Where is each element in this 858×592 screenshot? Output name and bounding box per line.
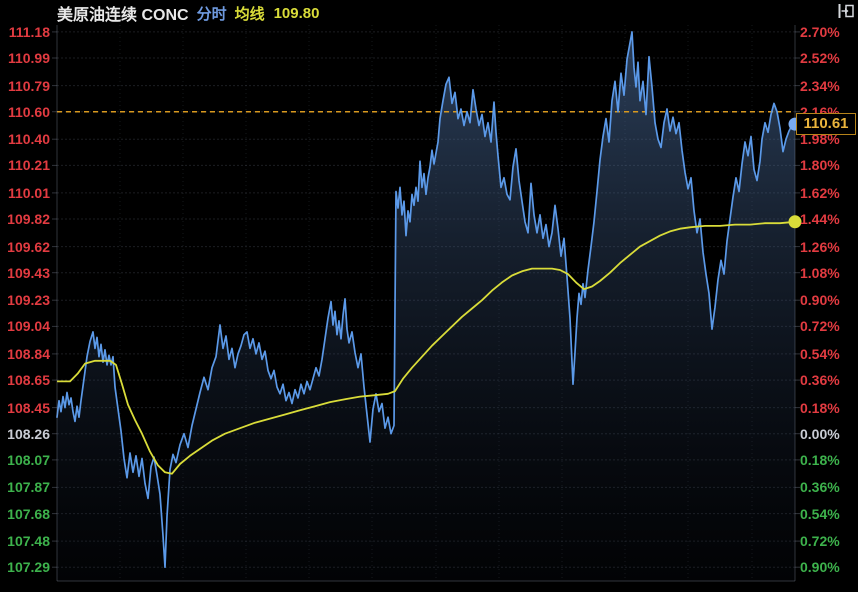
- y-axis-label-price: 110.21: [7, 157, 50, 174]
- y-axis-label-percent: 1.26%: [800, 238, 840, 255]
- y-axis-label-percent: 1.44%: [800, 211, 840, 228]
- y-axis-label-percent: 0.90%: [800, 559, 840, 576]
- y-axis-left: 111.18 110.99 110.79 110.60 110.40 110.21 110.…: [0, 0, 52, 592]
- y-axis-label-percent: 0.90%: [800, 292, 840, 309]
- y-axis-label-percent: 0.36%: [800, 479, 840, 496]
- price-line: [56, 31, 796, 569]
- plot-border: [52, 25, 800, 582]
- chart-header: 美原油连续 CONC 分时 均线 109.80: [57, 2, 320, 25]
- ma-line: [57, 220, 796, 475]
- y-axis-label-price: 108.26: [7, 425, 50, 442]
- exit-panel-icon-glyph: [838, 4, 854, 18]
- y-axis-label-price: 108.45: [7, 399, 50, 416]
- ma-end-dot: [788, 215, 802, 229]
- y-axis-label-percent: 0.54%: [800, 505, 840, 522]
- y-axis-label-price: 109.23: [7, 292, 50, 309]
- ma-label: 均线: [234, 5, 265, 23]
- price-area-fill: [57, 31, 795, 581]
- y-axis-label-price: 110.99: [7, 50, 50, 67]
- y-axis-label-price: 109.43: [7, 264, 50, 281]
- y-axis-label-percent: 1.80%: [800, 157, 840, 174]
- y-axis-label-percent: 0.72%: [800, 318, 840, 335]
- y-axis-label-price: 109.62: [7, 238, 50, 255]
- y-axis-label-percent: 2.34%: [800, 77, 840, 94]
- y-axis-label-percent: 1.98%: [800, 131, 840, 148]
- y-axis-label-percent: 0.54%: [800, 345, 840, 362]
- y-axis-label-price: 107.68: [7, 505, 50, 522]
- y-axis-label-price: 109.04: [7, 318, 50, 335]
- y-axis-label-price: 108.07: [7, 451, 50, 468]
- ma-value: 109.80: [273, 4, 320, 22]
- y-axis-label-price: 109.82: [7, 211, 50, 228]
- exit-panel-icon[interactable]: [836, 1, 856, 21]
- y-axis-label-percent: 2.52%: [800, 50, 840, 67]
- y-axis-label-price: 107.29: [7, 559, 50, 576]
- period-tab-intraday[interactable]: 分时: [196, 5, 227, 23]
- y-axis-label-price: 108.84: [7, 345, 50, 362]
- y-axis-label-price: 107.48: [7, 533, 50, 550]
- y-axis-label-price: 110.01: [7, 184, 50, 201]
- y-axis-label-price: 110.40: [7, 131, 50, 148]
- y-axis-label-price: 107.87: [7, 479, 50, 496]
- instrument-title: 美原油连续 CONC: [57, 7, 189, 24]
- y-axis-label-percent: 1.08%: [800, 264, 840, 281]
- y-axis-label-price: 108.65: [7, 372, 50, 389]
- y-axis-label-percent: 1.62%: [800, 184, 840, 201]
- y-axis-label-percent: 0.18%: [800, 451, 840, 468]
- y-axis-label-price: 110.60: [7, 103, 50, 120]
- y-axis-label-percent: 0.00%: [800, 425, 840, 442]
- y-axis-label-percent: 0.36%: [800, 372, 840, 389]
- y-axis-label-price: 110.79: [7, 77, 50, 94]
- y-axis-label-price: 111.18: [8, 23, 50, 40]
- y-axis-label-percent: 2.70%: [800, 23, 840, 40]
- current-price-tag: 110.61: [796, 113, 856, 136]
- y-axis-label-percent: 0.72%: [800, 533, 840, 550]
- y-axis-label-percent: 0.18%: [800, 399, 840, 416]
- y-axis-right: 2.70% 2.52% 2.34% 2.16% 1.98% 1.80% 1.62% 1.44%…: [799, 0, 858, 592]
